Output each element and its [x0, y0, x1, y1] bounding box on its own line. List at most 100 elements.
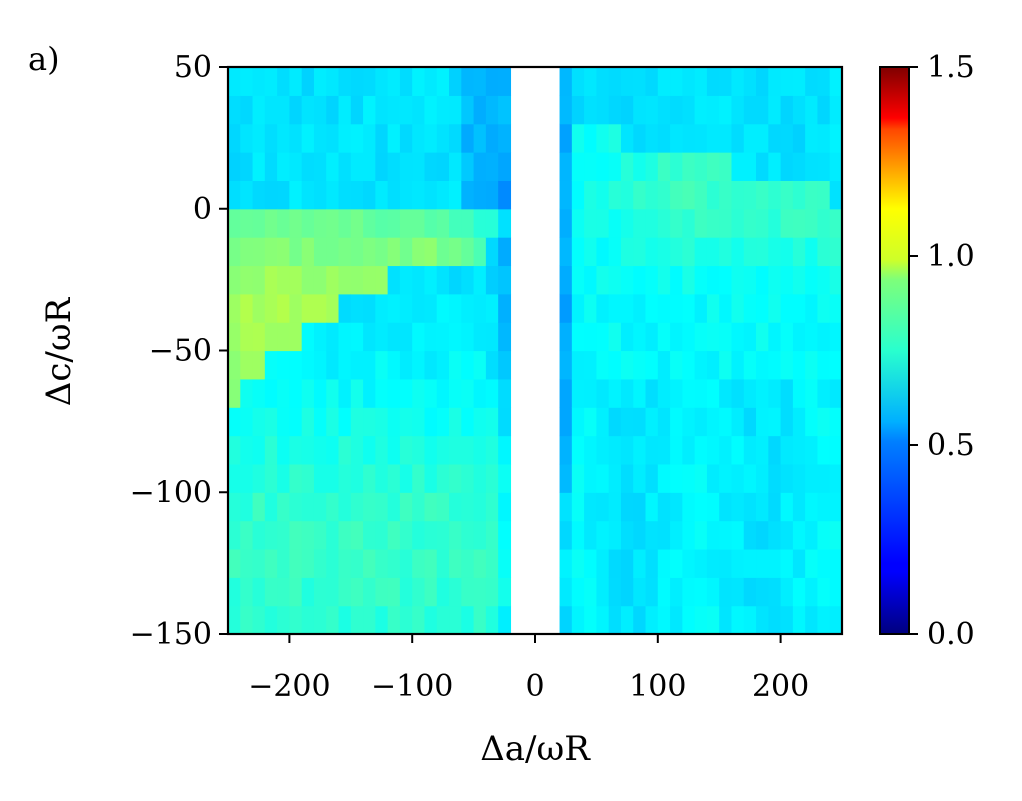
heatmap-cell — [363, 293, 376, 323]
heatmap-cell — [620, 67, 634, 96]
heatmap-cell — [350, 548, 364, 578]
heatmap-cell — [461, 67, 475, 96]
heatmap-cell — [768, 407, 782, 437]
heatmap-cell — [694, 548, 708, 578]
heatmap-cell — [436, 378, 450, 408]
heatmap-cell — [780, 492, 794, 522]
heatmap-cell — [461, 180, 475, 210]
heatmap-cell — [571, 293, 585, 323]
heatmap-cell — [620, 293, 634, 323]
heatmap-cell — [620, 123, 634, 153]
heatmap-cell — [645, 350, 659, 380]
heatmap-cell — [682, 322, 696, 352]
heatmap-cell — [326, 293, 340, 323]
heatmap-cell — [743, 237, 757, 267]
heatmap-cell — [571, 322, 585, 352]
heatmap-cell — [768, 237, 782, 267]
heatmap-cell — [817, 95, 831, 125]
heatmap-cell — [436, 350, 450, 380]
heatmap-cell — [326, 492, 340, 522]
heatmap-cell — [829, 180, 843, 210]
heatmap-cell — [645, 265, 659, 295]
heatmap-cell — [252, 577, 266, 607]
heatmap-cell — [817, 463, 831, 493]
heatmap-cell — [412, 463, 426, 493]
heatmap-cell — [682, 180, 696, 210]
heatmap-cell — [252, 548, 266, 578]
heatmap-cell — [559, 180, 573, 210]
heatmap-cell — [399, 577, 413, 607]
heatmap-cell — [412, 293, 426, 323]
heatmap-cell — [252, 463, 266, 493]
heatmap-cell — [657, 463, 671, 493]
heatmap-cell — [301, 322, 315, 352]
heatmap-cell — [436, 605, 450, 635]
heatmap-cell — [571, 492, 585, 522]
heatmap-cell — [670, 67, 683, 96]
heatmap-cell — [264, 265, 278, 295]
heatmap-cell — [485, 350, 499, 380]
heatmap-cell — [756, 378, 769, 408]
heatmap-cell — [350, 123, 364, 153]
heatmap-cell — [719, 350, 733, 380]
heatmap-cell — [657, 123, 671, 153]
heatmap-cell — [559, 378, 573, 408]
heatmap-cell — [768, 95, 782, 125]
heatmap-cell — [596, 605, 610, 635]
heatmap-cell — [817, 520, 831, 550]
heatmap-cell — [829, 265, 843, 295]
heatmap-cell — [412, 95, 426, 125]
heatmap-cell — [731, 378, 745, 408]
heatmap-cell — [363, 378, 376, 408]
heatmap-cell — [571, 208, 585, 238]
heatmap-cell — [375, 378, 389, 408]
heatmap-cell — [584, 67, 597, 96]
heatmap-cell — [670, 577, 683, 607]
heatmap-cell — [571, 378, 585, 408]
heatmap-cell — [719, 407, 733, 437]
heatmap-cell — [805, 322, 819, 352]
heatmap-cell — [559, 520, 573, 550]
heatmap-cell — [240, 350, 254, 380]
heatmap-cell — [670, 293, 683, 323]
heatmap-cell — [719, 463, 733, 493]
heatmap-cell — [645, 67, 659, 96]
heatmap-cell — [657, 265, 671, 295]
heatmap-cell — [571, 123, 585, 153]
heatmap-cell — [313, 322, 327, 352]
heatmap-cell — [792, 548, 806, 578]
heatmap-cell — [731, 322, 745, 352]
heatmap-cell — [706, 350, 720, 380]
heatmap-cell — [584, 123, 597, 153]
heatmap-cell — [596, 350, 610, 380]
heatmap-cell — [424, 605, 438, 635]
heatmap-cell — [719, 95, 733, 125]
heatmap-cell — [277, 492, 290, 522]
heatmap-cell — [645, 237, 659, 267]
heatmap-cell — [694, 237, 708, 267]
heatmap-cell — [399, 605, 413, 635]
heatmap-cell — [620, 463, 634, 493]
heatmap-cell — [436, 180, 450, 210]
heatmap-cell — [424, 95, 438, 125]
heatmap-cell — [829, 123, 843, 153]
heatmap-cell — [326, 180, 340, 210]
heatmap-cell — [399, 548, 413, 578]
heatmap-cell — [387, 67, 401, 96]
heatmap-cell — [461, 95, 475, 125]
heatmap-cell — [473, 67, 487, 96]
heatmap-cell — [829, 293, 843, 323]
heatmap-cell — [326, 237, 340, 267]
heatmap-cell — [756, 180, 769, 210]
heatmap-cell — [584, 237, 597, 267]
heatmap-cell — [473, 605, 487, 635]
heatmap-cell — [240, 237, 254, 267]
heatmap-cell — [252, 435, 266, 465]
heatmap-cell — [584, 435, 597, 465]
heatmap-cell — [682, 237, 696, 267]
heatmap-cell — [350, 520, 364, 550]
heatmap-cell — [277, 350, 290, 380]
heatmap-cell — [228, 208, 241, 238]
heatmap-cell — [780, 152, 794, 181]
heatmap-cell — [756, 350, 769, 380]
